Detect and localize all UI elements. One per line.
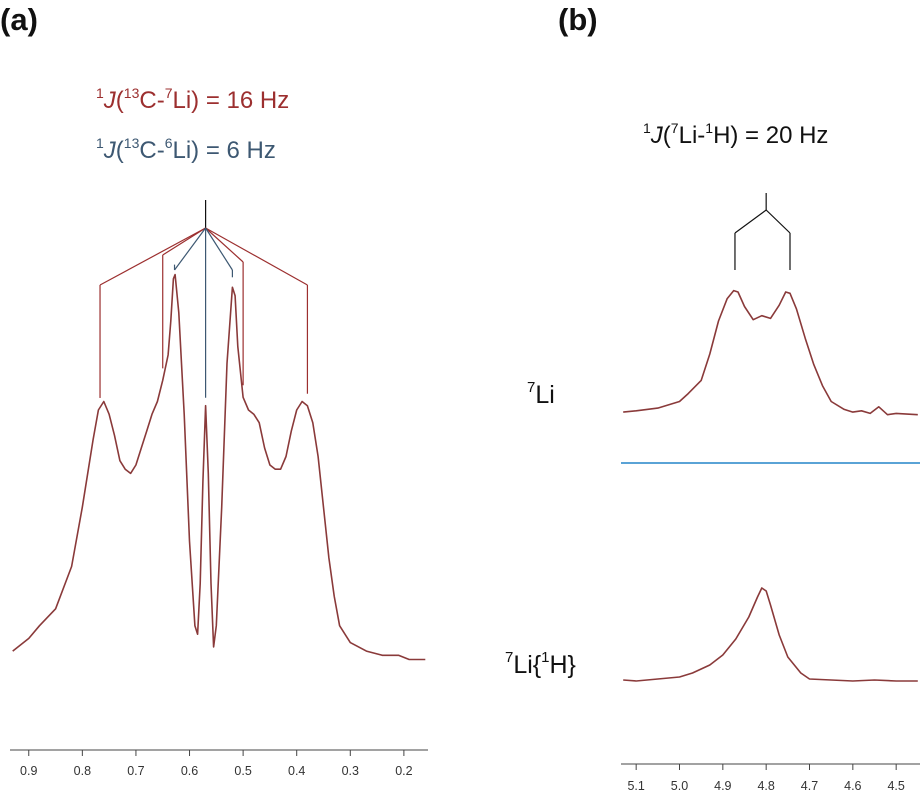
spectrum-a	[12, 273, 426, 661]
coupling-branch-7li	[99, 227, 206, 286]
coupling-7li-sup-7: 7	[165, 85, 173, 101]
x-tick-label-a: 0.9	[20, 764, 37, 778]
spectrum-line-b-2	[623, 587, 918, 682]
coupling-7li-open: (	[116, 87, 124, 114]
coupling-6li-el2: Li) = 6 Hz	[173, 137, 276, 164]
coupling-7li-1h-el2: H) = 20 Hz	[713, 122, 828, 149]
coupling-7li-1h-sup-7: 7	[671, 120, 679, 136]
x-tick-label-a: 0.2	[395, 764, 412, 778]
trace-label-7li-decoupled: 7Li{1H}	[505, 649, 576, 679]
coupling-6li-sup-6: 6	[165, 135, 173, 151]
x-tick-label-a: 0.5	[234, 764, 251, 778]
coupling-6li-open: (	[116, 137, 124, 164]
x-axis-b: 5.1 5.0 4.9 4.8 4.7 4.6 4.5	[621, 763, 920, 793]
coupling-7li-label: 1J(13C-7Li) = 16 Hz	[96, 85, 289, 114]
x-tick-label-b: 5.0	[671, 779, 688, 793]
coupling-6li-sup-13: 13	[124, 135, 140, 151]
x-tick-label-a: 0.3	[342, 764, 359, 778]
coupling-branch-6li	[205, 227, 233, 271]
trace-label-7li-text: Li	[535, 381, 554, 409]
coupling-branch-b	[734, 209, 767, 234]
coupling-6li-sup-1: 1	[96, 135, 104, 151]
coupling-7li-1h-label: 1J(7Li-1H) = 20 Hz	[643, 120, 828, 149]
coupling-6li-label: 1J(13C-6Li) = 6 Hz	[96, 135, 276, 164]
coupling-branch-7li	[205, 227, 244, 263]
coupling-tree-b	[734, 193, 791, 270]
coupling-branch-b	[765, 209, 791, 234]
x-tick-label-a: 0.8	[74, 764, 91, 778]
coupling-tree-a	[99, 200, 309, 398]
trace-label-7li-sup: 7	[527, 379, 535, 396]
coupling-7li-el1: C-	[139, 87, 164, 114]
x-tick-label-b: 4.9	[714, 779, 731, 793]
coupling-branch-7li	[162, 227, 206, 256]
trace-label-dec-sup2: 1	[541, 649, 549, 666]
coupling-7li-1h-sup-1: 1	[643, 120, 651, 136]
x-tick-label-b: 5.1	[627, 779, 644, 793]
x-axis-a: 0.9 0.8 0.7 0.6 0.5 0.4 0.3 0.2	[10, 749, 428, 778]
coupling-7li-1h-open: (	[663, 122, 671, 149]
x-tick-label-a: 0.6	[181, 764, 198, 778]
x-tick-label-a: 0.7	[127, 764, 144, 778]
coupling-7li-sup-13: 13	[124, 85, 140, 101]
spectrum-line-b-1	[623, 289, 918, 416]
spectrum-line-a	[12, 273, 426, 661]
coupling-6li-el1: C-	[139, 137, 164, 164]
coupling-7li-el2: Li) = 16 Hz	[173, 87, 290, 114]
coupling-7li-1h-el1: Li-	[679, 122, 706, 149]
trace-label-dec-sup: 7	[505, 649, 513, 666]
x-tick-label-b: 4.6	[844, 779, 861, 793]
panel-label-b: (b)	[558, 2, 598, 37]
x-tick-label-b: 4.7	[801, 779, 818, 793]
coupling-branch-7li	[205, 227, 308, 286]
trace-label-dec-tail: H}	[550, 651, 576, 679]
coupling-7li-1h-sup-1b: 1	[705, 120, 713, 136]
spectrum-b	[623, 289, 918, 682]
trace-label-7li: 7Li	[527, 379, 555, 409]
coupling-7li-1h-j: J	[650, 122, 664, 149]
coupling-branch-6li	[174, 227, 207, 271]
x-tick-label-b: 4.5	[887, 779, 904, 793]
x-tick-label-a: 0.4	[288, 764, 305, 778]
x-tick-label-b: 4.8	[757, 779, 774, 793]
coupling-6li-j: J	[103, 137, 117, 164]
coupling-7li-j: J	[103, 87, 117, 114]
trace-label-dec-text: Li{	[513, 651, 541, 679]
coupling-7li-sup-1: 1	[96, 85, 104, 101]
panel-label-a: (a)	[0, 2, 38, 37]
